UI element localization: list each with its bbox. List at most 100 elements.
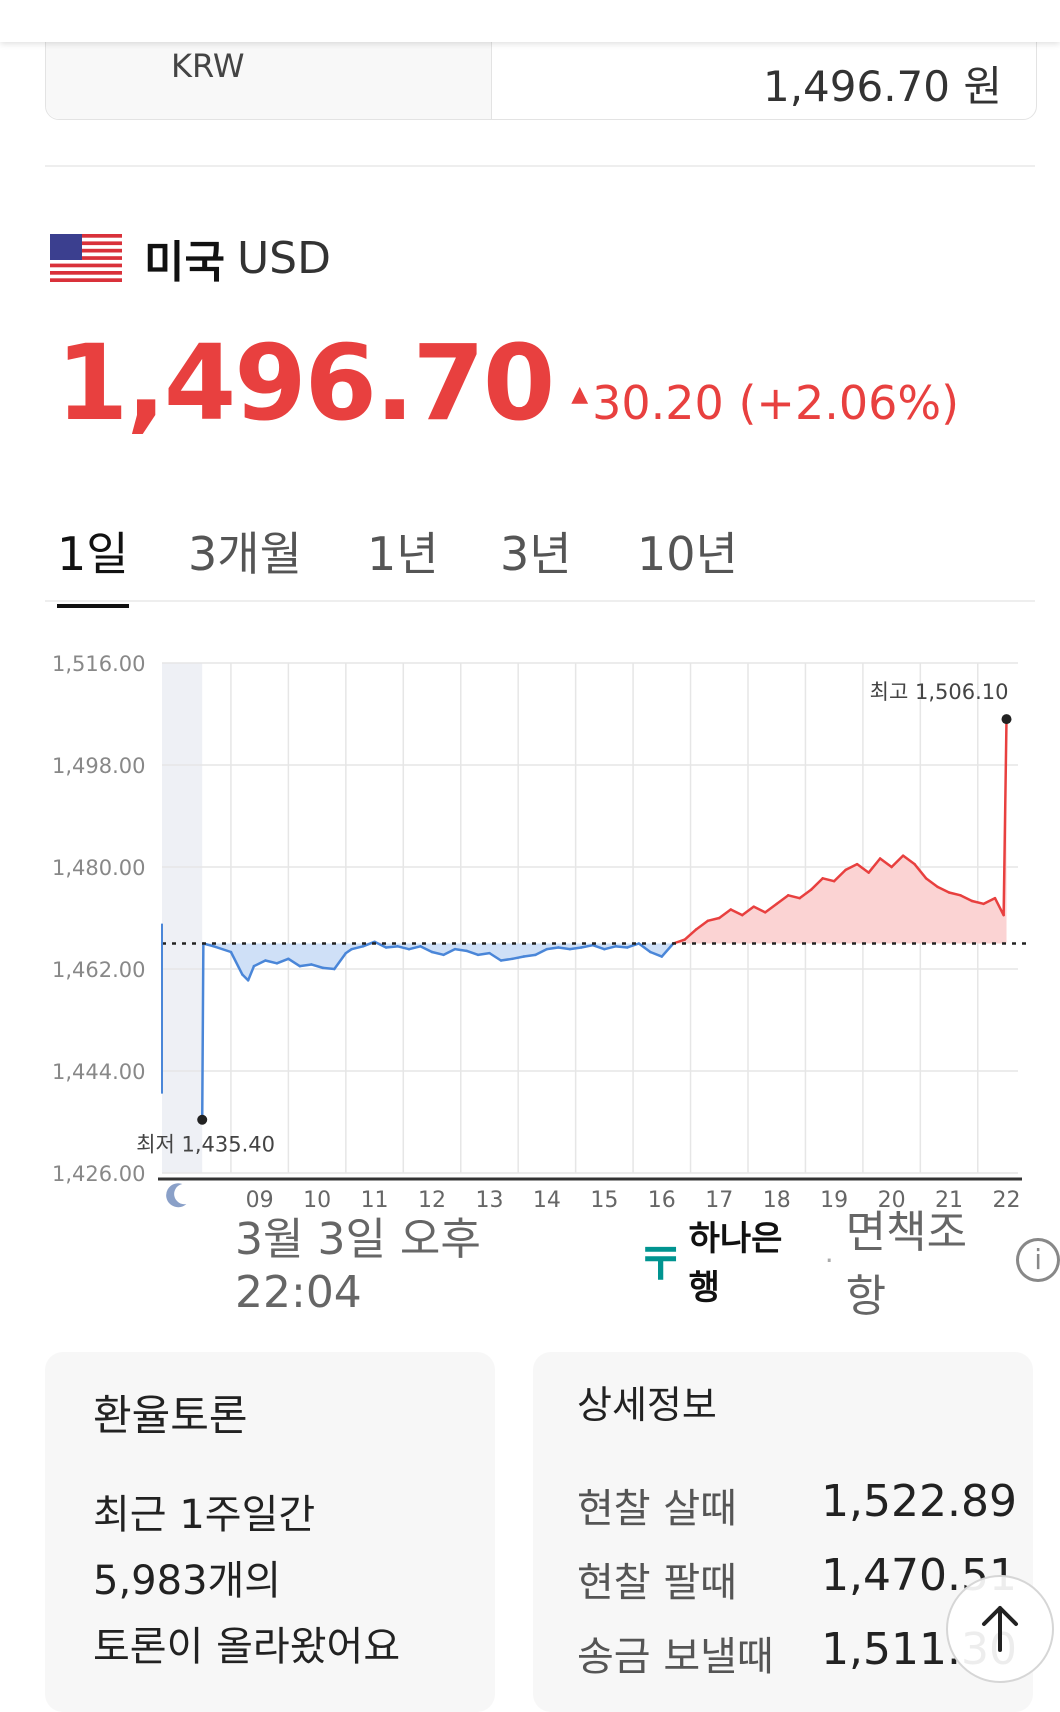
details-card[interactable]: 상세정보 현찰 살때 1,522.89 현찰 팔때 1,470.51 송금 보낼… xyxy=(533,1352,1033,1712)
series-line-segment xyxy=(798,888,813,900)
series-line-segment xyxy=(229,950,244,976)
divider xyxy=(45,165,1035,167)
series-line-segment xyxy=(419,945,434,954)
series-line-segment xyxy=(924,877,939,889)
series-line-segment xyxy=(396,945,411,951)
disclaimer-link[interactable]: 면책조항 xyxy=(845,1207,968,1322)
top-bar xyxy=(0,0,1060,42)
discussion-card[interactable]: 환율토론 최근 1주일간 5,983개의 토론이 올라왔어요 xyxy=(45,1352,495,1712)
series-line-segment xyxy=(740,905,755,917)
x-tick-label: 13 xyxy=(475,1188,503,1210)
series-line-segment xyxy=(614,945,629,949)
series-line-segment xyxy=(200,942,205,1121)
series-line-segment xyxy=(568,946,583,951)
rate-chart[interactable]: 1,516.00 1,498.00 1,480.00 1,462.00 1,444.00… xyxy=(40,640,1040,1210)
up-triangle-icon: ▲ xyxy=(571,382,589,407)
tab-3months[interactable]: 3개월 xyxy=(188,527,302,581)
converter-value[interactable]: 1,496.70 원 xyxy=(762,62,1002,111)
x-tick-label: 14 xyxy=(533,1188,561,1210)
series-line-segment xyxy=(333,951,348,971)
night-shading xyxy=(162,663,203,1173)
period-tabs: 1일 3개월 1년 3년 10년 xyxy=(45,510,1035,608)
x-tick-label: 21 xyxy=(935,1188,963,1210)
price-row: 1,496.70 ▲30.20 (+2.06%) xyxy=(56,322,959,444)
discussion-line-3: 토론이 올라왔어요 xyxy=(93,1624,401,1670)
y-tick-label: 1,480.00 xyxy=(52,856,146,880)
tab-10years[interactable]: 10년 xyxy=(637,527,738,581)
series-line-segment xyxy=(275,957,290,965)
x-tick-label: 16 xyxy=(648,1188,676,1210)
moon-icon xyxy=(166,1183,187,1208)
source-line: 3월 3일 오후 22:04 〒 하나은행 · 면책조항 i xyxy=(235,1207,1060,1322)
rate-value: 1,522.89 xyxy=(821,1476,1017,1527)
series-line-segment xyxy=(752,905,767,914)
series-line-segment xyxy=(982,896,997,906)
converter-box: KRW 1,496.70 원 xyxy=(45,30,1037,120)
rate-row-cash-buy: 현찰 살때 1,522.89 xyxy=(577,1476,1017,1534)
low-point xyxy=(197,1114,208,1125)
x-tick-label: 15 xyxy=(590,1188,618,1210)
series-line-segment xyxy=(246,964,256,982)
scroll-to-top-button[interactable] xyxy=(946,1575,1054,1683)
discussion-line-1: 최근 1주일간 xyxy=(93,1492,316,1538)
x-tick-label: 11 xyxy=(361,1188,389,1210)
series-line-segment xyxy=(878,857,893,869)
series-line-segment xyxy=(913,862,928,880)
series-line-segment xyxy=(993,896,1005,917)
series-line-segment xyxy=(901,854,916,866)
x-tick-label: 18 xyxy=(763,1188,791,1210)
series-line-segment xyxy=(706,916,721,923)
series-line-segment xyxy=(695,919,710,931)
arrow-up-icon xyxy=(982,1606,1018,1652)
country-name: 미국 xyxy=(144,237,225,288)
series-line-segment xyxy=(729,908,744,917)
rate-label: 현찰 팔때 xyxy=(577,1560,737,1606)
series-line-segment xyxy=(534,947,549,957)
converter-currency: KRW xyxy=(171,47,245,85)
us-flag-icon xyxy=(50,234,122,282)
series-line-segment xyxy=(1002,717,1008,917)
series-line-segment xyxy=(936,885,951,894)
converter-currency-selector[interactable]: KRW xyxy=(46,31,492,119)
tab-1year[interactable]: 1년 xyxy=(367,527,439,581)
rate-label: 현찰 살때 xyxy=(577,1486,737,1532)
x-tick-label: 20 xyxy=(878,1188,906,1210)
x-tick-label: 10 xyxy=(303,1188,331,1210)
series-line-segment xyxy=(287,957,302,968)
x-tick-label: 12 xyxy=(418,1188,446,1210)
x-tick-label: 19 xyxy=(820,1188,848,1210)
series-line-segment xyxy=(718,908,733,920)
series-line-segment xyxy=(683,928,698,941)
update-datetime: 3월 3일 오후 22:04 xyxy=(235,1213,481,1318)
series-line-segment xyxy=(821,877,836,883)
rate-label: 송금 보낼때 xyxy=(577,1634,774,1680)
rate-row-cash-sell: 현찰 팔때 1,470.51 xyxy=(577,1550,1017,1608)
separator: · xyxy=(824,1243,834,1277)
series-line-segment xyxy=(959,894,974,903)
rate-chart-svg: 1,516.00 1,498.00 1,480.00 1,462.00 1,444.00… xyxy=(52,652,1028,1210)
bank-logo-icon: 〒 xyxy=(638,1239,683,1290)
series-line-segment xyxy=(580,943,595,949)
currency-code: USD xyxy=(236,232,331,284)
details-title: 상세정보 xyxy=(577,1383,717,1427)
y-tick-label: 1,516.00 xyxy=(52,652,146,676)
series-line-segment xyxy=(488,951,503,962)
series-line-segment xyxy=(626,942,641,949)
discussion-title: 환율토론 xyxy=(93,1391,248,1440)
series-line-segment xyxy=(321,966,336,971)
tab-1day[interactable]: 1일 xyxy=(57,518,129,608)
series-line-segment xyxy=(252,959,267,968)
series-line-segment xyxy=(430,950,445,957)
series-line-segment xyxy=(890,854,905,869)
series-line-segment xyxy=(844,862,859,872)
tab-3years[interactable]: 3년 xyxy=(500,527,572,581)
discussion-summary: 최근 1주일간 5,983개의 토론이 올라왔어요 xyxy=(93,1482,400,1680)
rate-change: ▲30.20 (+2.06%) xyxy=(571,376,959,430)
current-rate: 1,496.70 xyxy=(56,322,555,444)
high-label: 최고 1,506.10 xyxy=(870,680,1009,704)
series-line-segment xyxy=(212,945,233,954)
x-tick-label: 22 xyxy=(993,1188,1021,1210)
series-line-segment xyxy=(832,868,847,883)
discussion-line-2: 5,983개의 xyxy=(93,1558,282,1604)
info-icon[interactable]: i xyxy=(1016,1238,1060,1282)
